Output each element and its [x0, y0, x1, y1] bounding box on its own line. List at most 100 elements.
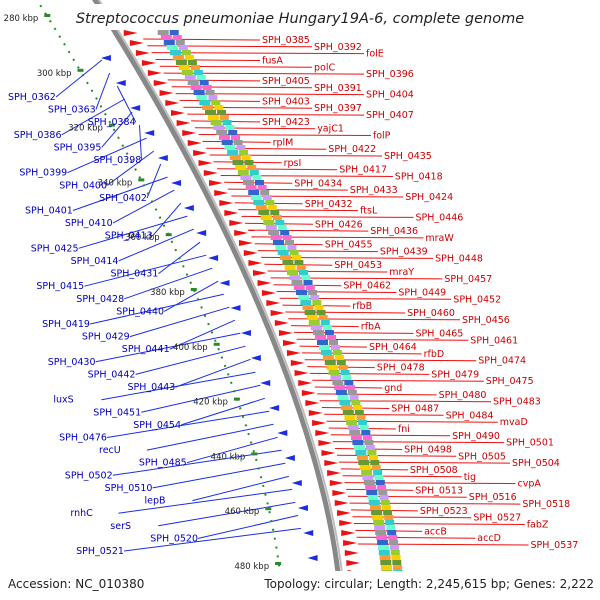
right-gene-label: SPH_0405 — [262, 76, 310, 87]
left-gene-label: SPH_0510 — [105, 483, 153, 494]
left-label-connector — [78, 215, 188, 249]
right-gene-label: folP — [373, 131, 391, 142]
gene-feature-cell — [386, 525, 396, 530]
gene-feature-cell — [213, 125, 225, 130]
left-label-connector — [146, 423, 274, 451]
right-gene-label: SPH_0453 — [334, 260, 382, 271]
gene-feature-cell — [365, 445, 375, 450]
right-gene-label: SPH_0448 — [435, 253, 483, 264]
forward-gene-arrow — [243, 250, 258, 256]
left-label-connector — [186, 436, 278, 464]
kbp-tick-mark — [275, 562, 282, 565]
forward-gene-arrow — [290, 360, 305, 366]
right-gene-label: SPH_0480 — [439, 390, 487, 401]
gene-feature-cell — [312, 300, 322, 305]
left-gene-label: SPH_0442 — [88, 369, 136, 380]
gene-feature-cell — [375, 480, 385, 485]
right-gene-label: SPH_0397 — [314, 103, 362, 114]
gene-feature-cell — [383, 510, 393, 515]
right-gene-label: gnd — [384, 383, 402, 394]
right-gene-label: SPH_0446 — [416, 212, 464, 223]
kbp-tick-label: 340 kbp — [98, 178, 133, 188]
kbp-tick-mark — [138, 178, 145, 182]
gene-feature-cell — [368, 500, 380, 505]
gene-feature-cell — [352, 440, 364, 445]
gene-feature-cell — [336, 360, 346, 365]
gene-feature-cell — [353, 445, 365, 450]
gene-feature-cell — [166, 45, 178, 50]
gene-feature-cell — [308, 290, 317, 295]
reverse-gene-arrow — [171, 180, 182, 186]
gene-feature-cell — [359, 425, 369, 430]
gene-feature-cell — [318, 315, 328, 320]
gene-feature-cell — [346, 420, 358, 425]
right-gene-label: SPH_0434 — [294, 178, 342, 189]
gene-feature-cell — [244, 160, 254, 165]
left-label-connector — [112, 189, 175, 224]
gene-feature-cell — [175, 60, 187, 65]
right-gene-label: polC — [314, 62, 335, 73]
gene-feature-cell — [347, 425, 359, 430]
left-label-connector — [169, 319, 236, 350]
gene-feature-cell — [342, 375, 352, 380]
forward-gene-arrow — [343, 540, 358, 546]
right-gene-label: accD — [477, 533, 501, 544]
kbp-tick-label: 420 kbp — [193, 398, 228, 408]
kbp-tick-mark — [233, 397, 240, 401]
reverse-gene-arrow — [291, 480, 302, 486]
gene-feature-cell — [308, 320, 320, 325]
gene-feature-cell — [350, 435, 362, 440]
gene-feature-cell — [249, 170, 259, 175]
left-gene-label: SPH_0414 — [71, 256, 119, 267]
gene-feature-cell — [319, 345, 330, 350]
forward-gene-arrow — [324, 460, 339, 466]
gene-feature-cell — [346, 385, 356, 390]
left-gene-label: SPH_0485 — [139, 458, 187, 469]
gene-feature-cell — [364, 440, 374, 445]
right-label-connector — [336, 454, 457, 457]
right-gene-label: SPH_0513 — [415, 485, 463, 496]
right-gene-label: rfbD — [424, 349, 445, 360]
title-backdrop — [70, 4, 530, 30]
gene-feature-cell — [301, 275, 311, 280]
right-gene-label: SPH_0391 — [314, 83, 362, 94]
genome-backbone — [92, 0, 343, 597]
gene-feature-cell — [380, 560, 392, 565]
left-gene-label: SPH_0413 — [105, 231, 153, 242]
left-label-connector — [95, 72, 111, 110]
forward-gene-arrow — [248, 260, 263, 266]
right-gene-label: SPH_0527 — [473, 513, 521, 524]
gene-feature-cell — [381, 505, 391, 510]
kbp-tick-label: 280 kbp — [4, 14, 39, 24]
gene-feature-cell — [257, 185, 267, 190]
right-gene-label: SPH_0460 — [407, 308, 455, 319]
right-gene-label: SPH_0479 — [431, 369, 479, 380]
gene-feature-cell — [306, 315, 318, 320]
left-gene-label: luxS — [53, 395, 73, 406]
gene-feature-cell — [260, 215, 272, 220]
left-label-connector — [72, 176, 168, 211]
right-gene-label: SPH_0461 — [470, 335, 518, 346]
gene-feature-cell — [371, 510, 383, 515]
gene-feature-cell — [190, 65, 200, 70]
right-gene-label: rfbB — [352, 301, 372, 312]
right-gene-label: mraW — [425, 233, 454, 244]
gene-feature-cell — [341, 405, 353, 410]
right-gene-label: rpsI — [284, 158, 302, 169]
right-gene-label: SPH_0435 — [384, 151, 432, 162]
right-gene-label: SPH_0396 — [366, 69, 414, 80]
left-gene-label: recU — [99, 445, 121, 456]
gene-feature-cell — [268, 230, 280, 235]
right-gene-label: SPH_0498 — [404, 445, 452, 456]
left-label-connector — [118, 228, 194, 262]
left-gene-label: SPH_0428 — [76, 294, 124, 305]
gene-feature-cell — [224, 145, 236, 150]
gene-feature-cell — [277, 250, 289, 255]
gene-feature-cell — [322, 325, 332, 330]
gene-feature-cell — [216, 130, 228, 135]
gene-feature-cell — [392, 560, 402, 565]
gene-feature-cell — [378, 550, 390, 555]
gene-feature-cell — [302, 305, 314, 310]
gene-feature-cell — [356, 455, 368, 460]
right-gene-label: rplM — [273, 137, 294, 148]
